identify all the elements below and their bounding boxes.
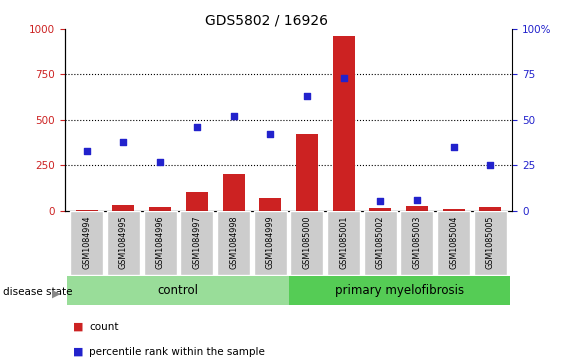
Text: ■: ■ — [73, 322, 84, 332]
Point — [266, 131, 275, 137]
Point — [193, 124, 202, 130]
FancyBboxPatch shape — [437, 211, 470, 275]
Text: disease state: disease state — [3, 287, 72, 297]
FancyBboxPatch shape — [180, 211, 213, 275]
Text: ■: ■ — [73, 347, 84, 357]
Point — [155, 159, 164, 164]
Text: GSM1084998: GSM1084998 — [229, 215, 238, 269]
FancyBboxPatch shape — [327, 211, 360, 275]
Text: ▶: ▶ — [52, 288, 61, 298]
Bar — [406, 206, 428, 211]
FancyBboxPatch shape — [291, 211, 323, 275]
Bar — [369, 208, 391, 211]
Text: percentile rank within the sample: percentile rank within the sample — [89, 347, 265, 357]
Text: GSM1085004: GSM1085004 — [449, 215, 458, 269]
Text: GSM1085002: GSM1085002 — [376, 215, 385, 269]
Bar — [113, 205, 135, 211]
Point — [413, 197, 422, 203]
FancyBboxPatch shape — [254, 211, 287, 275]
Bar — [222, 174, 244, 211]
Bar — [443, 209, 464, 211]
FancyBboxPatch shape — [107, 211, 140, 275]
Text: GSM1084996: GSM1084996 — [155, 215, 164, 269]
Point — [229, 113, 238, 119]
Text: GSM1085001: GSM1085001 — [339, 215, 348, 269]
Text: GSM1084999: GSM1084999 — [266, 215, 275, 269]
Point — [339, 75, 348, 81]
FancyBboxPatch shape — [217, 211, 250, 275]
FancyBboxPatch shape — [66, 276, 289, 305]
Text: GSM1085000: GSM1085000 — [302, 215, 311, 269]
FancyBboxPatch shape — [144, 211, 177, 275]
Bar — [259, 198, 281, 211]
Text: count: count — [89, 322, 118, 332]
Bar — [186, 192, 208, 211]
Text: primary myelofibrosis: primary myelofibrosis — [335, 284, 464, 297]
Point — [449, 144, 458, 150]
FancyBboxPatch shape — [364, 211, 397, 275]
Point — [119, 139, 128, 144]
Bar — [76, 210, 98, 211]
Text: GSM1085003: GSM1085003 — [413, 215, 422, 269]
Text: control: control — [157, 284, 198, 297]
Point — [302, 93, 311, 99]
FancyBboxPatch shape — [400, 211, 434, 275]
Point — [486, 162, 495, 168]
Text: GSM1084997: GSM1084997 — [193, 215, 202, 269]
Bar — [333, 36, 355, 211]
Point — [82, 148, 91, 154]
Bar — [296, 134, 318, 211]
Bar — [149, 207, 171, 211]
FancyBboxPatch shape — [70, 211, 103, 275]
FancyBboxPatch shape — [289, 276, 511, 305]
FancyBboxPatch shape — [474, 211, 507, 275]
Bar — [479, 207, 501, 211]
Title: GDS5802 / 16926: GDS5802 / 16926 — [205, 14, 328, 28]
Text: GSM1085005: GSM1085005 — [486, 215, 495, 269]
Text: GSM1084994: GSM1084994 — [82, 215, 91, 269]
Text: GSM1084995: GSM1084995 — [119, 215, 128, 269]
Point — [376, 199, 385, 204]
